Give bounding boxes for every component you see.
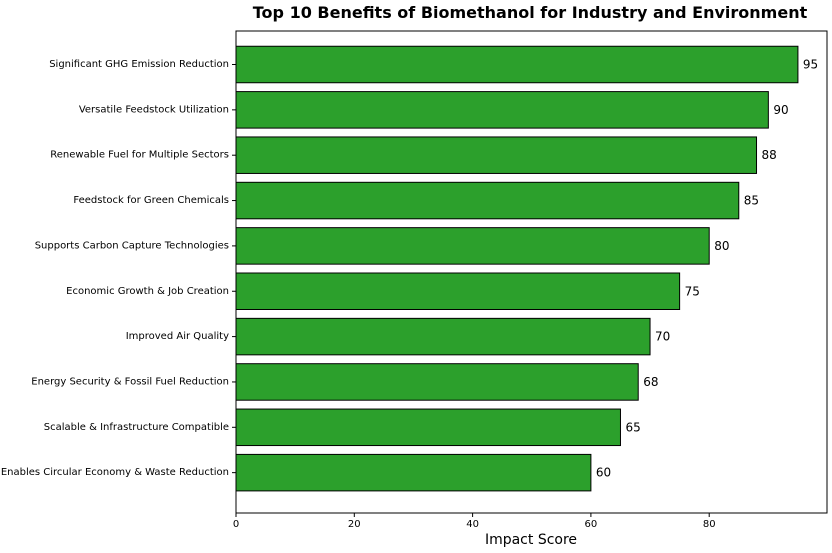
data-label: 75: [685, 284, 700, 298]
bar: [235, 317, 651, 356]
bar: [235, 408, 621, 447]
data-labels: 95 90 88 85 80 75 70 68 65 60: [596, 58, 818, 480]
data-label: 95: [803, 58, 818, 72]
x-tick-label: 60: [585, 519, 598, 530]
category-label: Improved Air Quality: [126, 331, 229, 342]
x-tick-label: 0: [233, 519, 239, 530]
data-label: 60: [596, 466, 611, 480]
x-tick-label: 20: [348, 519, 361, 530]
bar: [235, 91, 769, 129]
bars-group: [235, 45, 799, 492]
category-label: Scalable & Infrastructure Compatible: [44, 422, 229, 433]
data-label: 88: [762, 148, 777, 162]
bar: [235, 181, 740, 220]
x-axis-ticks: 0 20 40 60 80: [233, 513, 716, 530]
chart-title: Top 10 Benefits of Biomethanol for Indus…: [253, 3, 808, 22]
bar: [235, 136, 758, 174]
x-tick-label: 80: [703, 519, 716, 530]
data-label: 80: [714, 239, 729, 253]
category-label: Versatile Feedstock Utilization: [79, 104, 229, 115]
category-label: Significant GHG Emission Reduction: [49, 59, 229, 70]
data-label: 70: [655, 330, 670, 344]
data-label: 65: [625, 420, 640, 434]
x-axis-label: Impact Score: [485, 532, 577, 548]
bar: [235, 363, 639, 401]
bar: [235, 272, 681, 310]
category-label: Renewable Fuel for Multiple Sectors: [50, 150, 229, 161]
category-label: Feedstock for Green Chemicals: [73, 195, 229, 206]
category-label: Economic Growth & Job Creation: [66, 286, 229, 297]
plot-area: [235, 30, 828, 514]
data-label: 68: [643, 375, 658, 389]
category-label: Enables Circular Economy & Waste Reducti…: [1, 467, 229, 478]
bar: [235, 453, 592, 492]
bar: [235, 45, 799, 84]
bar: [235, 227, 710, 265]
x-tick-label: 40: [466, 519, 479, 530]
category-label: Supports Carbon Capture Technologies: [35, 240, 229, 251]
category-label: Energy Security & Fossil Fuel Reduction: [31, 376, 229, 387]
data-label: 85: [744, 194, 759, 208]
category-labels: Significant GHG Emission Reduction Versat…: [1, 59, 236, 478]
data-label: 90: [773, 103, 788, 117]
